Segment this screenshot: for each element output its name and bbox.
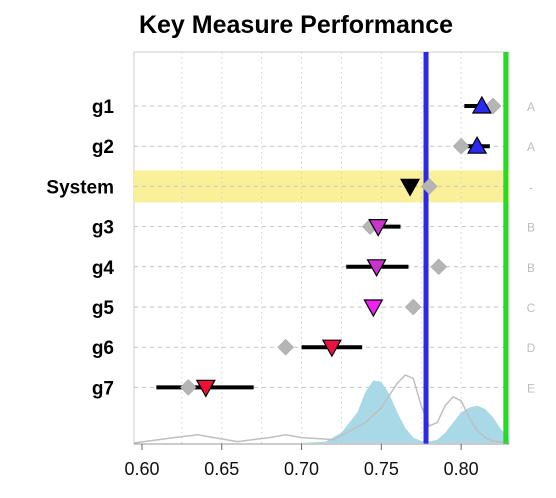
estimate-marker	[321, 339, 342, 358]
grade-label: B	[527, 221, 535, 235]
grade-label: A	[527, 100, 535, 114]
row-label: g2	[92, 137, 114, 158]
x-tick-label: 0.60	[124, 459, 159, 479]
row-label: g4	[92, 258, 115, 279]
estimate-marker	[467, 135, 488, 154]
x-tick-label: 0.70	[284, 459, 319, 479]
grade-label: D	[527, 341, 536, 355]
grade-label: B	[527, 261, 535, 275]
grade-label: C	[527, 301, 536, 315]
density-line	[133, 374, 510, 444]
estimate-marker	[471, 95, 492, 114]
row-labels: g1 Ag2 A System - g3 Bg4 Bg5 Cg6 Dg7 E	[46, 97, 535, 399]
estimate-marker	[368, 219, 389, 237]
x-axis: 0.60 0.65 0.70 0.75 0.80	[124, 443, 509, 479]
benchmark-diamond	[404, 298, 422, 316]
row-label: g6	[92, 338, 114, 359]
grade-label: E	[527, 381, 535, 395]
benchmark-diamond	[420, 178, 438, 195]
grade-label: -	[529, 180, 533, 194]
density-area	[134, 380, 509, 443]
grade-label: A	[527, 140, 535, 154]
row-label: g5	[92, 298, 115, 319]
x-tick-label: 0.65	[204, 459, 239, 479]
row-label: g1	[92, 97, 115, 118]
row-label: g7	[92, 378, 114, 399]
benchmark-diamond	[179, 379, 197, 396]
estimate-marker	[400, 178, 421, 197]
benchmark-diamond	[430, 258, 448, 276]
row-label: g3	[92, 218, 114, 239]
benchmark-diamond	[452, 137, 470, 155]
x-tick-label: 0.75	[364, 459, 399, 479]
estimate-marker	[363, 299, 384, 318]
benchmark-diamond	[277, 338, 294, 356]
estimate-marker	[366, 259, 387, 278]
plot-frame	[133, 51, 510, 445]
chart-title: Key Measure Performance	[139, 11, 453, 39]
estimate-marker	[195, 379, 216, 398]
x-tick-label: 0.80	[444, 459, 479, 479]
row-label: System	[46, 177, 114, 198]
plot-area	[133, 51, 510, 445]
